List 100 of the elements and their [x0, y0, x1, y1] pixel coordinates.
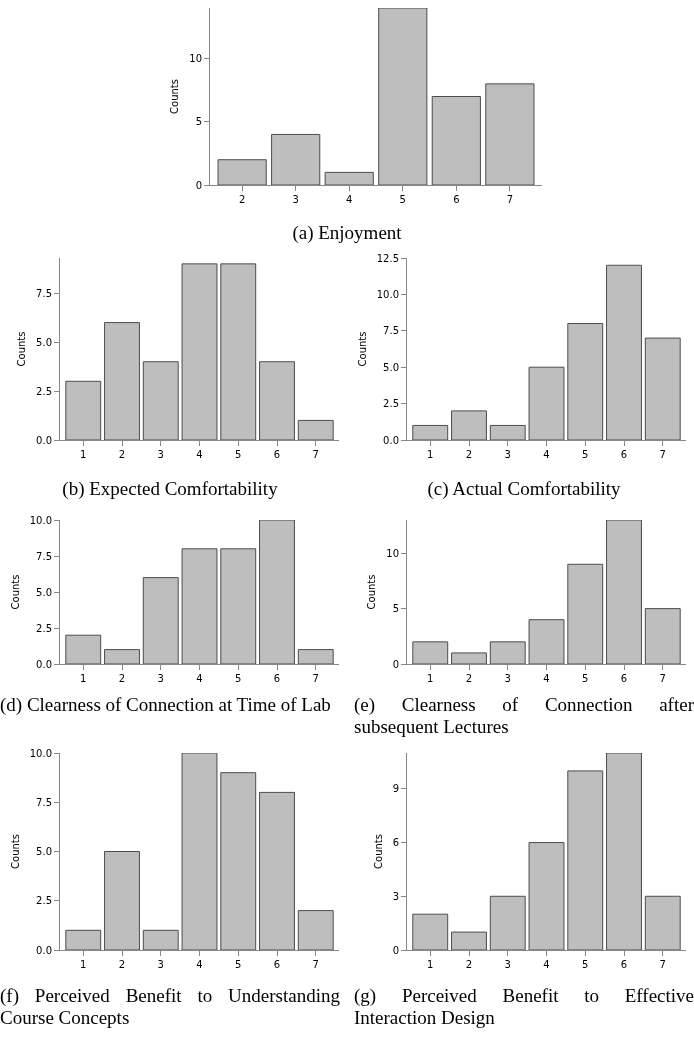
bar: [431, 96, 481, 185]
bar: [297, 419, 334, 440]
x-tick-label: 3: [157, 673, 164, 684]
y-tick-label: 5.0: [383, 361, 399, 373]
text: (d) Clearness of Connection at Time of Lab: [0, 694, 332, 716]
y-axis-title: Counts: [9, 574, 21, 610]
x-tick-label: 5: [582, 673, 589, 684]
x-tick-label: 3: [157, 959, 164, 970]
text: (b) Expected Comfortability: [61, 478, 279, 500]
y-tick-label: 10.0: [376, 288, 399, 300]
x-tick-label: 6: [273, 959, 281, 970]
text: (a) Enjoyment: [291, 222, 403, 244]
x-tick-label: 7: [506, 194, 514, 205]
y-tick-label: 2.5: [36, 895, 52, 907]
y-axis-title: Counts: [9, 834, 21, 869]
bar: [451, 410, 487, 440]
bar: [324, 171, 374, 185]
bar: [489, 641, 526, 664]
x-tick-label: 3: [292, 194, 299, 205]
x-tick-label: 5: [235, 673, 242, 684]
x-tick-label: 7: [659, 673, 666, 684]
bar: [104, 649, 140, 664]
x-tick-label: 5: [582, 959, 589, 970]
bar: [528, 619, 565, 664]
bar: [451, 652, 487, 664]
y-tick-label: 7.5: [36, 287, 52, 299]
bar: [567, 563, 604, 664]
bar: [606, 520, 642, 664]
bar: [489, 424, 526, 440]
bar: [528, 842, 565, 950]
x-tick-label: 3: [504, 449, 511, 460]
y-tick-label: 2.5: [383, 398, 399, 410]
x-tick-label: 7: [312, 959, 319, 970]
x-tick-label: 4: [196, 449, 203, 460]
y-tick-label: 0: [392, 944, 399, 956]
x-tick-label: 5: [235, 959, 242, 970]
y-tick-label: 0: [195, 179, 202, 191]
x-tick-label: 4: [543, 673, 550, 684]
bar: [181, 548, 218, 664]
x-tick-label: 2: [118, 449, 126, 460]
y-tick-label: 2.5: [36, 622, 52, 634]
x-tick-label: 2: [238, 194, 246, 205]
y-tick-label: 5: [195, 116, 202, 128]
y-tick-label: 0.0: [36, 434, 52, 446]
y-tick-label: 0: [392, 658, 399, 670]
bar: [606, 753, 642, 950]
y-tick-label: 5.0: [36, 586, 52, 598]
x-tick-label: 4: [196, 959, 203, 970]
y-axis-title: Counts: [16, 331, 28, 367]
y-tick-label: 5.0: [36, 336, 52, 348]
bar: [644, 608, 681, 664]
x-tick-label: 4: [346, 194, 353, 205]
x-tick-label: 5: [582, 449, 589, 460]
x-tick-label: 5: [399, 194, 406, 205]
bar: [259, 361, 295, 440]
x-tick-label: 4: [543, 449, 550, 460]
bar: [259, 520, 295, 664]
text: (e) Clearness of Connection after subsequent Lectures: [354, 694, 694, 738]
bar: [297, 910, 334, 950]
bar: [412, 641, 449, 664]
x-tick-label: 7: [659, 449, 666, 460]
bar: [485, 83, 535, 185]
y-tick-label: 7.5: [36, 796, 52, 808]
x-tick-label: 3: [504, 959, 511, 970]
y-axis-title: Counts: [169, 79, 181, 114]
bar: [378, 8, 428, 185]
y-tick-label: 0.0: [36, 658, 52, 670]
bar: [220, 772, 257, 950]
y-tick-label: 0.0: [383, 434, 399, 446]
bar: [220, 548, 257, 664]
bar: [104, 322, 140, 440]
bar: [220, 263, 257, 440]
x-tick-label: 6: [453, 194, 460, 205]
y-tick-label: 7.5: [36, 550, 52, 562]
y-tick-label: 5.0: [36, 846, 52, 857]
y-tick-label: 10: [386, 547, 399, 559]
x-tick-label: 1: [80, 959, 87, 970]
x-tick-label: 3: [157, 449, 164, 460]
x-tick-label: 6: [273, 673, 281, 684]
y-tick-label: 6: [392, 837, 399, 849]
y-tick-label: 12.5: [376, 252, 399, 264]
x-tick-label: 6: [273, 449, 281, 460]
y-tick-label: 10.0: [29, 747, 52, 759]
bar: [104, 851, 140, 950]
y-tick-label: 2.5: [36, 385, 52, 397]
x-tick-label: 6: [620, 449, 628, 460]
x-tick-label: 5: [235, 449, 242, 460]
x-tick-label: 4: [543, 959, 550, 970]
text: (c) Actual Comfortability: [426, 478, 622, 500]
bar: [65, 380, 102, 440]
bar: [65, 634, 102, 664]
y-tick-label: 10.0: [29, 514, 52, 526]
y-tick-label: 0.0: [36, 944, 52, 956]
y-tick-label: 9: [392, 783, 399, 795]
bar: [412, 913, 449, 950]
x-tick-label: 6: [620, 959, 628, 970]
bar: [451, 931, 487, 950]
bar: [142, 361, 179, 440]
x-tick-label: 4: [196, 673, 203, 684]
x-tick-label: 3: [504, 673, 511, 684]
